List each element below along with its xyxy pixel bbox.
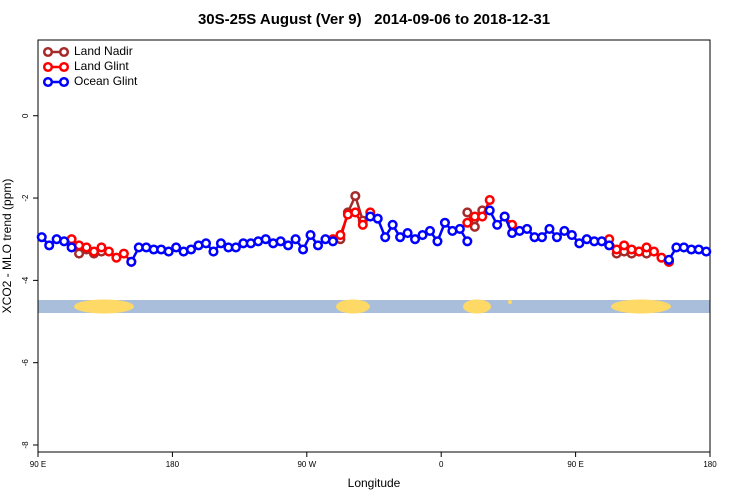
data-point [290, 234, 301, 245]
legend-marker [42, 46, 54, 58]
data-point [66, 242, 77, 253]
y-tick-label: 0 [21, 113, 30, 118]
data-point [305, 230, 316, 241]
data-point [96, 242, 107, 253]
data-point [44, 240, 55, 251]
y-tick-label: -2 [21, 194, 30, 202]
data-point [200, 238, 212, 249]
legend-marker [42, 76, 54, 88]
data-point [574, 238, 585, 249]
data-point [171, 242, 182, 253]
ocean-band [38, 300, 710, 313]
data-point [462, 217, 473, 228]
data-point [559, 225, 570, 237]
legend-label: Land Nadir [74, 44, 133, 58]
data-point [432, 236, 443, 247]
data-point [484, 195, 495, 206]
data-point [111, 252, 122, 263]
data-point [469, 221, 480, 232]
land-patch [74, 299, 134, 314]
data-point [208, 246, 219, 257]
data-point [522, 223, 533, 234]
data-point [260, 234, 271, 245]
data-point [59, 236, 70, 247]
data-point [439, 217, 450, 228]
data-point [36, 232, 47, 243]
land-patch [508, 300, 512, 304]
data-point [663, 254, 674, 265]
data-point [566, 230, 577, 241]
x-tick-label: 90 W [297, 460, 316, 469]
data-point [462, 207, 473, 218]
data-point [410, 234, 421, 245]
plot-frame [37, 39, 711, 453]
data-point [335, 230, 346, 241]
legend-label: Land Glint [74, 59, 129, 73]
data-point [402, 227, 413, 239]
legend-marker [42, 61, 54, 73]
data-point [215, 238, 226, 249]
data-point [395, 232, 406, 243]
legend-marker [58, 61, 70, 73]
data-point [163, 246, 174, 257]
surface-band [38, 299, 710, 314]
x-tick-label: 0 [439, 460, 444, 469]
data-point [230, 242, 241, 253]
data-point [275, 236, 286, 247]
x-tick-label: 90 E [567, 460, 583, 469]
data-point [357, 219, 368, 230]
legend-marker [58, 76, 70, 88]
data-point [283, 240, 294, 251]
y-tick-label: -8 [21, 441, 30, 449]
data-point [327, 236, 338, 247]
data-point [454, 223, 465, 234]
data-point [604, 240, 615, 251]
land-patch [336, 299, 370, 314]
data-point [103, 246, 114, 257]
y-tick-label: -6 [21, 359, 30, 367]
data-point [298, 244, 309, 255]
data-point [312, 240, 324, 251]
data-point [462, 236, 473, 247]
data-point [484, 205, 495, 216]
chart-title: 30S-25S August (Ver 9) 2014-09-06 to 201… [198, 11, 550, 28]
data-point [641, 242, 652, 253]
legend-marker [58, 46, 70, 58]
data-point [611, 244, 622, 255]
x-axis-label: Longitude [348, 476, 401, 490]
land-patch [611, 299, 671, 314]
x-tick-label: 180 [166, 460, 180, 469]
y-tick-label: -4 [21, 276, 30, 284]
data-point [477, 211, 488, 222]
data-point [544, 223, 555, 234]
data-point [350, 207, 361, 218]
data-point [619, 240, 630, 251]
data-point [186, 244, 197, 255]
data-point [372, 213, 383, 224]
data-point [499, 211, 510, 222]
data-point [648, 246, 660, 257]
data-point [417, 230, 428, 241]
data-point [492, 219, 503, 230]
data-point [387, 219, 398, 230]
data-point [81, 242, 92, 253]
data-point [350, 190, 361, 202]
data-point [701, 246, 712, 257]
data-point [596, 236, 607, 247]
x-tick-label: 90 E [30, 460, 46, 469]
land-patch [463, 299, 491, 314]
data-point [380, 232, 391, 243]
data-point [424, 225, 436, 237]
data-point [88, 246, 100, 257]
data-point [126, 256, 137, 267]
data-point [536, 232, 548, 243]
x-tick-label: 180 [703, 460, 717, 469]
legend-label: Ocean Glint [74, 74, 138, 88]
data-point [118, 248, 129, 259]
y-axis-label: XCO2 - MLO trend (ppm) [0, 179, 14, 314]
data-point [634, 246, 645, 257]
data-point [551, 232, 562, 243]
